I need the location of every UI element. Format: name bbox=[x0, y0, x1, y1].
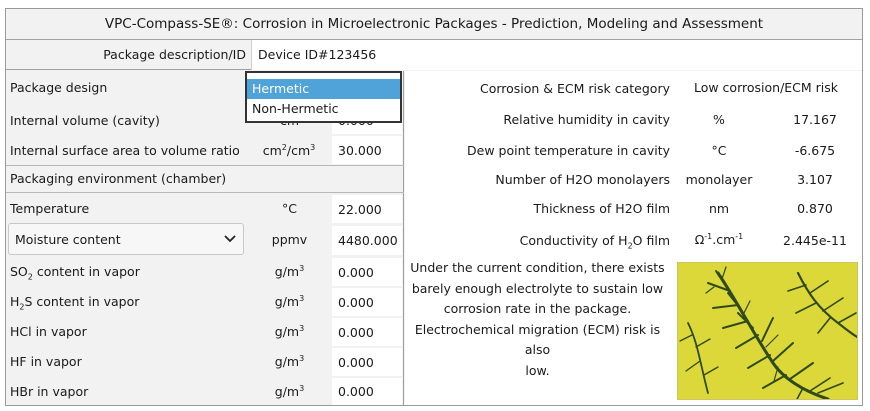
hbr-input[interactable]: 0.000 bbox=[332, 378, 402, 405]
environment-section-label: Packaging environment (chamber) bbox=[10, 171, 227, 186]
temperature-unit: °C bbox=[282, 201, 297, 216]
risk-category-value: Low corrosion/ECM risk bbox=[693, 80, 839, 95]
description-row: Package description/ID Device ID#123456 bbox=[6, 40, 862, 70]
h2s-unit: g/m3 bbox=[274, 294, 305, 310]
assessment-message: Under the current condition, there exist… bbox=[410, 260, 665, 378]
surface-ratio-unit: cm2/cm3 bbox=[262, 143, 316, 159]
chevron-down-icon bbox=[224, 235, 236, 243]
description-label: Package description/ID bbox=[103, 47, 246, 62]
window-title: VPC-Compass-SE®: Corrosion in Microelect… bbox=[6, 9, 862, 40]
surface-ratio-label: Internal surface area to volume ratio bbox=[10, 143, 240, 158]
moisture-input[interactable]: 4480.000 bbox=[332, 226, 402, 255]
so2-label: SO2 content in vapor bbox=[10, 264, 140, 282]
dendrite-image bbox=[677, 262, 858, 400]
conductivity-value: 2.445e-11 bbox=[783, 233, 847, 248]
description-input[interactable]: Device ID#123456 bbox=[251, 40, 862, 70]
relative-humidity-label: Relative humidity in cavity bbox=[503, 112, 670, 127]
internal-volume-label: Internal volume (cavity) bbox=[10, 113, 160, 128]
temperature-label: Temperature bbox=[10, 201, 90, 216]
dew-point-label: Dew point temperature in cavity bbox=[467, 143, 670, 158]
relative-humidity-value: 17.167 bbox=[793, 112, 837, 127]
hf-unit: g/m3 bbox=[274, 354, 305, 370]
temperature-input[interactable]: 22.000 bbox=[332, 195, 402, 223]
relative-humidity-unit: % bbox=[713, 112, 725, 127]
hbr-unit: g/m3 bbox=[274, 384, 305, 400]
film-thickness-label: Thickness of H2O film bbox=[533, 201, 670, 216]
hf-label: HF in vapor bbox=[10, 354, 82, 369]
dew-point-value: -6.675 bbox=[794, 143, 836, 158]
moisture-select[interactable]: Moisture content bbox=[8, 223, 244, 255]
package-design-dropdown[interactable]: Hermetic Non-Hermetic bbox=[245, 71, 402, 123]
hbr-label: HBr in vapor bbox=[10, 384, 89, 399]
monolayers-value: 3.107 bbox=[797, 172, 833, 187]
hf-input[interactable]: 0.000 bbox=[332, 348, 402, 376]
package-design-label: Package design bbox=[10, 80, 108, 95]
monolayers-unit: monolayer bbox=[685, 172, 753, 187]
section-divider bbox=[6, 192, 404, 193]
risk-category-label: Corrosion & ECM risk category bbox=[479, 81, 670, 96]
surface-ratio-input[interactable]: 30.000 bbox=[332, 136, 402, 164]
conductivity-unit: Ω-1.cm-1 bbox=[694, 232, 744, 248]
so2-input[interactable]: 0.000 bbox=[332, 258, 402, 286]
h2s-label: H2S content in vapor bbox=[10, 294, 140, 312]
film-thickness-value: 0.870 bbox=[797, 201, 833, 216]
dropdown-option-hermetic[interactable]: Hermetic bbox=[247, 79, 400, 99]
section-divider bbox=[6, 165, 404, 166]
hcl-label: HCl in vapor bbox=[10, 324, 87, 339]
moisture-unit: ppmv bbox=[271, 232, 308, 247]
so2-unit: g/m3 bbox=[274, 264, 305, 280]
moisture-select-label: Moisture content bbox=[15, 231, 121, 247]
h2s-input[interactable]: 0.000 bbox=[332, 288, 402, 316]
dropdown-option-non-hermetic[interactable]: Non-Hermetic bbox=[252, 101, 339, 116]
film-thickness-unit: nm bbox=[708, 201, 730, 216]
conductivity-label: Conductivity of H2O film bbox=[519, 233, 670, 251]
hcl-input[interactable]: 0.000 bbox=[332, 318, 402, 346]
monolayers-label: Number of H2O monolayers bbox=[495, 172, 670, 187]
dew-point-unit: °C bbox=[711, 143, 727, 158]
hcl-unit: g/m3 bbox=[274, 324, 305, 340]
